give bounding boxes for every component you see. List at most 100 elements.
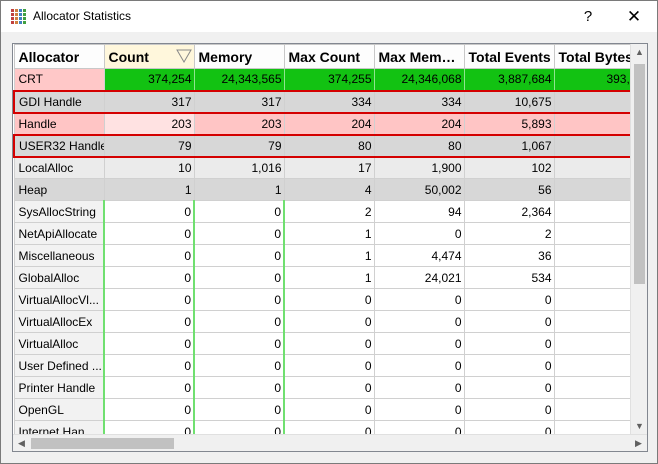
allocator-name-cell: VirtualAllocEx [13, 310, 105, 333]
column-header[interactable]: Max Count [283, 44, 375, 69]
value-cell: 203 [103, 112, 195, 135]
value-cell: 94 [373, 200, 465, 223]
vertical-scrollbar[interactable]: ▲ ▼ [630, 44, 647, 435]
table-row[interactable]: Printer Handle 0 0 0 0 0 [13, 376, 647, 399]
title-bar: Allocator Statistics ? ✕ [1, 1, 657, 32]
value-cell: 204 [283, 112, 375, 135]
sort-descending-icon [175, 49, 192, 63]
scroll-down-arrow-icon[interactable]: ▼ [635, 421, 644, 431]
value-cell: 204 [373, 112, 465, 135]
value-cell: 0 [283, 398, 375, 421]
value-cell: 0 [463, 288, 555, 311]
value-cell [553, 310, 647, 333]
value-cell: 0 [373, 398, 465, 421]
allocator-name-cell: CRT [13, 68, 105, 91]
value-cell: 24,346,068 [373, 68, 465, 91]
value-cell: 0 [103, 288, 195, 311]
value-cell: 79 [193, 133, 285, 158]
value-cell: 0 [463, 354, 555, 377]
value-cell: 0 [373, 332, 465, 355]
value-cell: 80 [283, 133, 375, 158]
allocator-name-cell: LocalAlloc [13, 156, 105, 179]
allocator-grid[interactable]: Allocator Count Memory Max Count Max Mem… Tot… [12, 43, 648, 452]
value-cell: 2,364 [463, 200, 555, 223]
allocator-name-cell: NetApiAllocate [13, 222, 105, 245]
value-cell: 0 [373, 222, 465, 245]
table-row[interactable]: OpenGL 0 0 0 0 0 [13, 398, 647, 421]
value-cell: 0 [193, 266, 285, 289]
value-cell [553, 288, 647, 311]
column-header[interactable]: Allocator [13, 44, 105, 69]
scroll-up-arrow-icon[interactable]: ▲ [635, 47, 644, 57]
value-cell: 0 [193, 222, 285, 245]
allocator-name-cell: Heap [13, 178, 105, 201]
value-cell: 0 [103, 222, 195, 245]
value-cell: 10,675 [463, 89, 555, 114]
close-button[interactable]: ✕ [626, 7, 642, 26]
value-cell: 4 [283, 178, 375, 201]
header-row: Allocator Count Memory Max Count Max Mem… Tot… [13, 44, 647, 69]
vertical-scroll-thumb[interactable] [634, 64, 645, 284]
value-cell: 56 [463, 178, 555, 201]
allocator-name-cell: USER32 Handle [13, 133, 105, 158]
value-cell: 0 [463, 332, 555, 355]
horizontal-scrollbar[interactable]: ◀ ▶ [13, 434, 647, 451]
value-cell: 374,254 [103, 68, 195, 91]
value-cell: 80 [373, 133, 465, 158]
value-cell: 83,48 [553, 200, 647, 223]
value-cell: 0 [103, 332, 195, 355]
table-row[interactable]: NetApiAllocate 0 0 1 0 2 [13, 222, 647, 245]
value-cell: 0 [373, 310, 465, 333]
table-row[interactable]: CRT 374,254 24,343,565 374,255 24,346,068 3,8… [13, 68, 647, 91]
value-cell: 317 [103, 89, 195, 114]
value-cell [553, 222, 647, 245]
value-cell: 50,002 [373, 178, 465, 201]
value-cell: 0 [463, 310, 555, 333]
value-cell: 2 [463, 222, 555, 245]
value-cell: 0 [103, 266, 195, 289]
value-cell: 0 [103, 354, 195, 377]
column-header[interactable]: Memory [193, 44, 285, 69]
allocator-table: Allocator Count Memory Max Count Max Mem… Tot… [13, 44, 647, 443]
value-cell: 0 [193, 354, 285, 377]
value-cell [553, 332, 647, 355]
scroll-left-arrow-icon[interactable]: ◀ [18, 438, 25, 448]
value-cell: 0 [193, 310, 285, 333]
value-cell: 0 [103, 200, 195, 223]
value-cell: 17 [283, 156, 375, 179]
allocator-name-cell: VirtualAllocVl... [13, 288, 105, 311]
value-cell: 1 [283, 244, 375, 267]
value-cell: 1 [103, 178, 195, 201]
value-cell: 0 [283, 376, 375, 399]
table-row[interactable]: User Defined ... 0 0 0 0 0 [13, 354, 647, 377]
value-cell [553, 354, 647, 377]
help-button[interactable]: ? [583, 8, 593, 25]
allocator-name-cell: OpenGL [13, 398, 105, 421]
window-title: Allocator Statistics [33, 9, 132, 23]
column-header[interactable]: Max Mem… [373, 44, 465, 69]
value-cell: 0 [283, 310, 375, 333]
value-cell: 0 [103, 310, 195, 333]
allocator-name-cell: Miscellaneous [13, 244, 105, 267]
table-row[interactable]: VirtualAlloc 0 0 0 0 0 [13, 332, 647, 355]
column-header[interactable]: Count [103, 44, 195, 69]
table-row[interactable]: VirtualAllocVl... 0 0 0 0 0 [13, 288, 647, 311]
value-cell: 0 [373, 288, 465, 311]
value-cell: 427,97 [553, 266, 647, 289]
scroll-right-arrow-icon[interactable]: ▶ [635, 438, 642, 448]
horizontal-scroll-thumb[interactable] [31, 438, 174, 449]
value-cell [553, 376, 647, 399]
table-row[interactable]: VirtualAllocEx 0 0 0 0 0 [13, 310, 647, 333]
allocator-name-cell: GDI Handle [13, 89, 105, 114]
value-cell: 0 [103, 244, 195, 267]
column-header[interactable]: Total Events [463, 44, 555, 69]
